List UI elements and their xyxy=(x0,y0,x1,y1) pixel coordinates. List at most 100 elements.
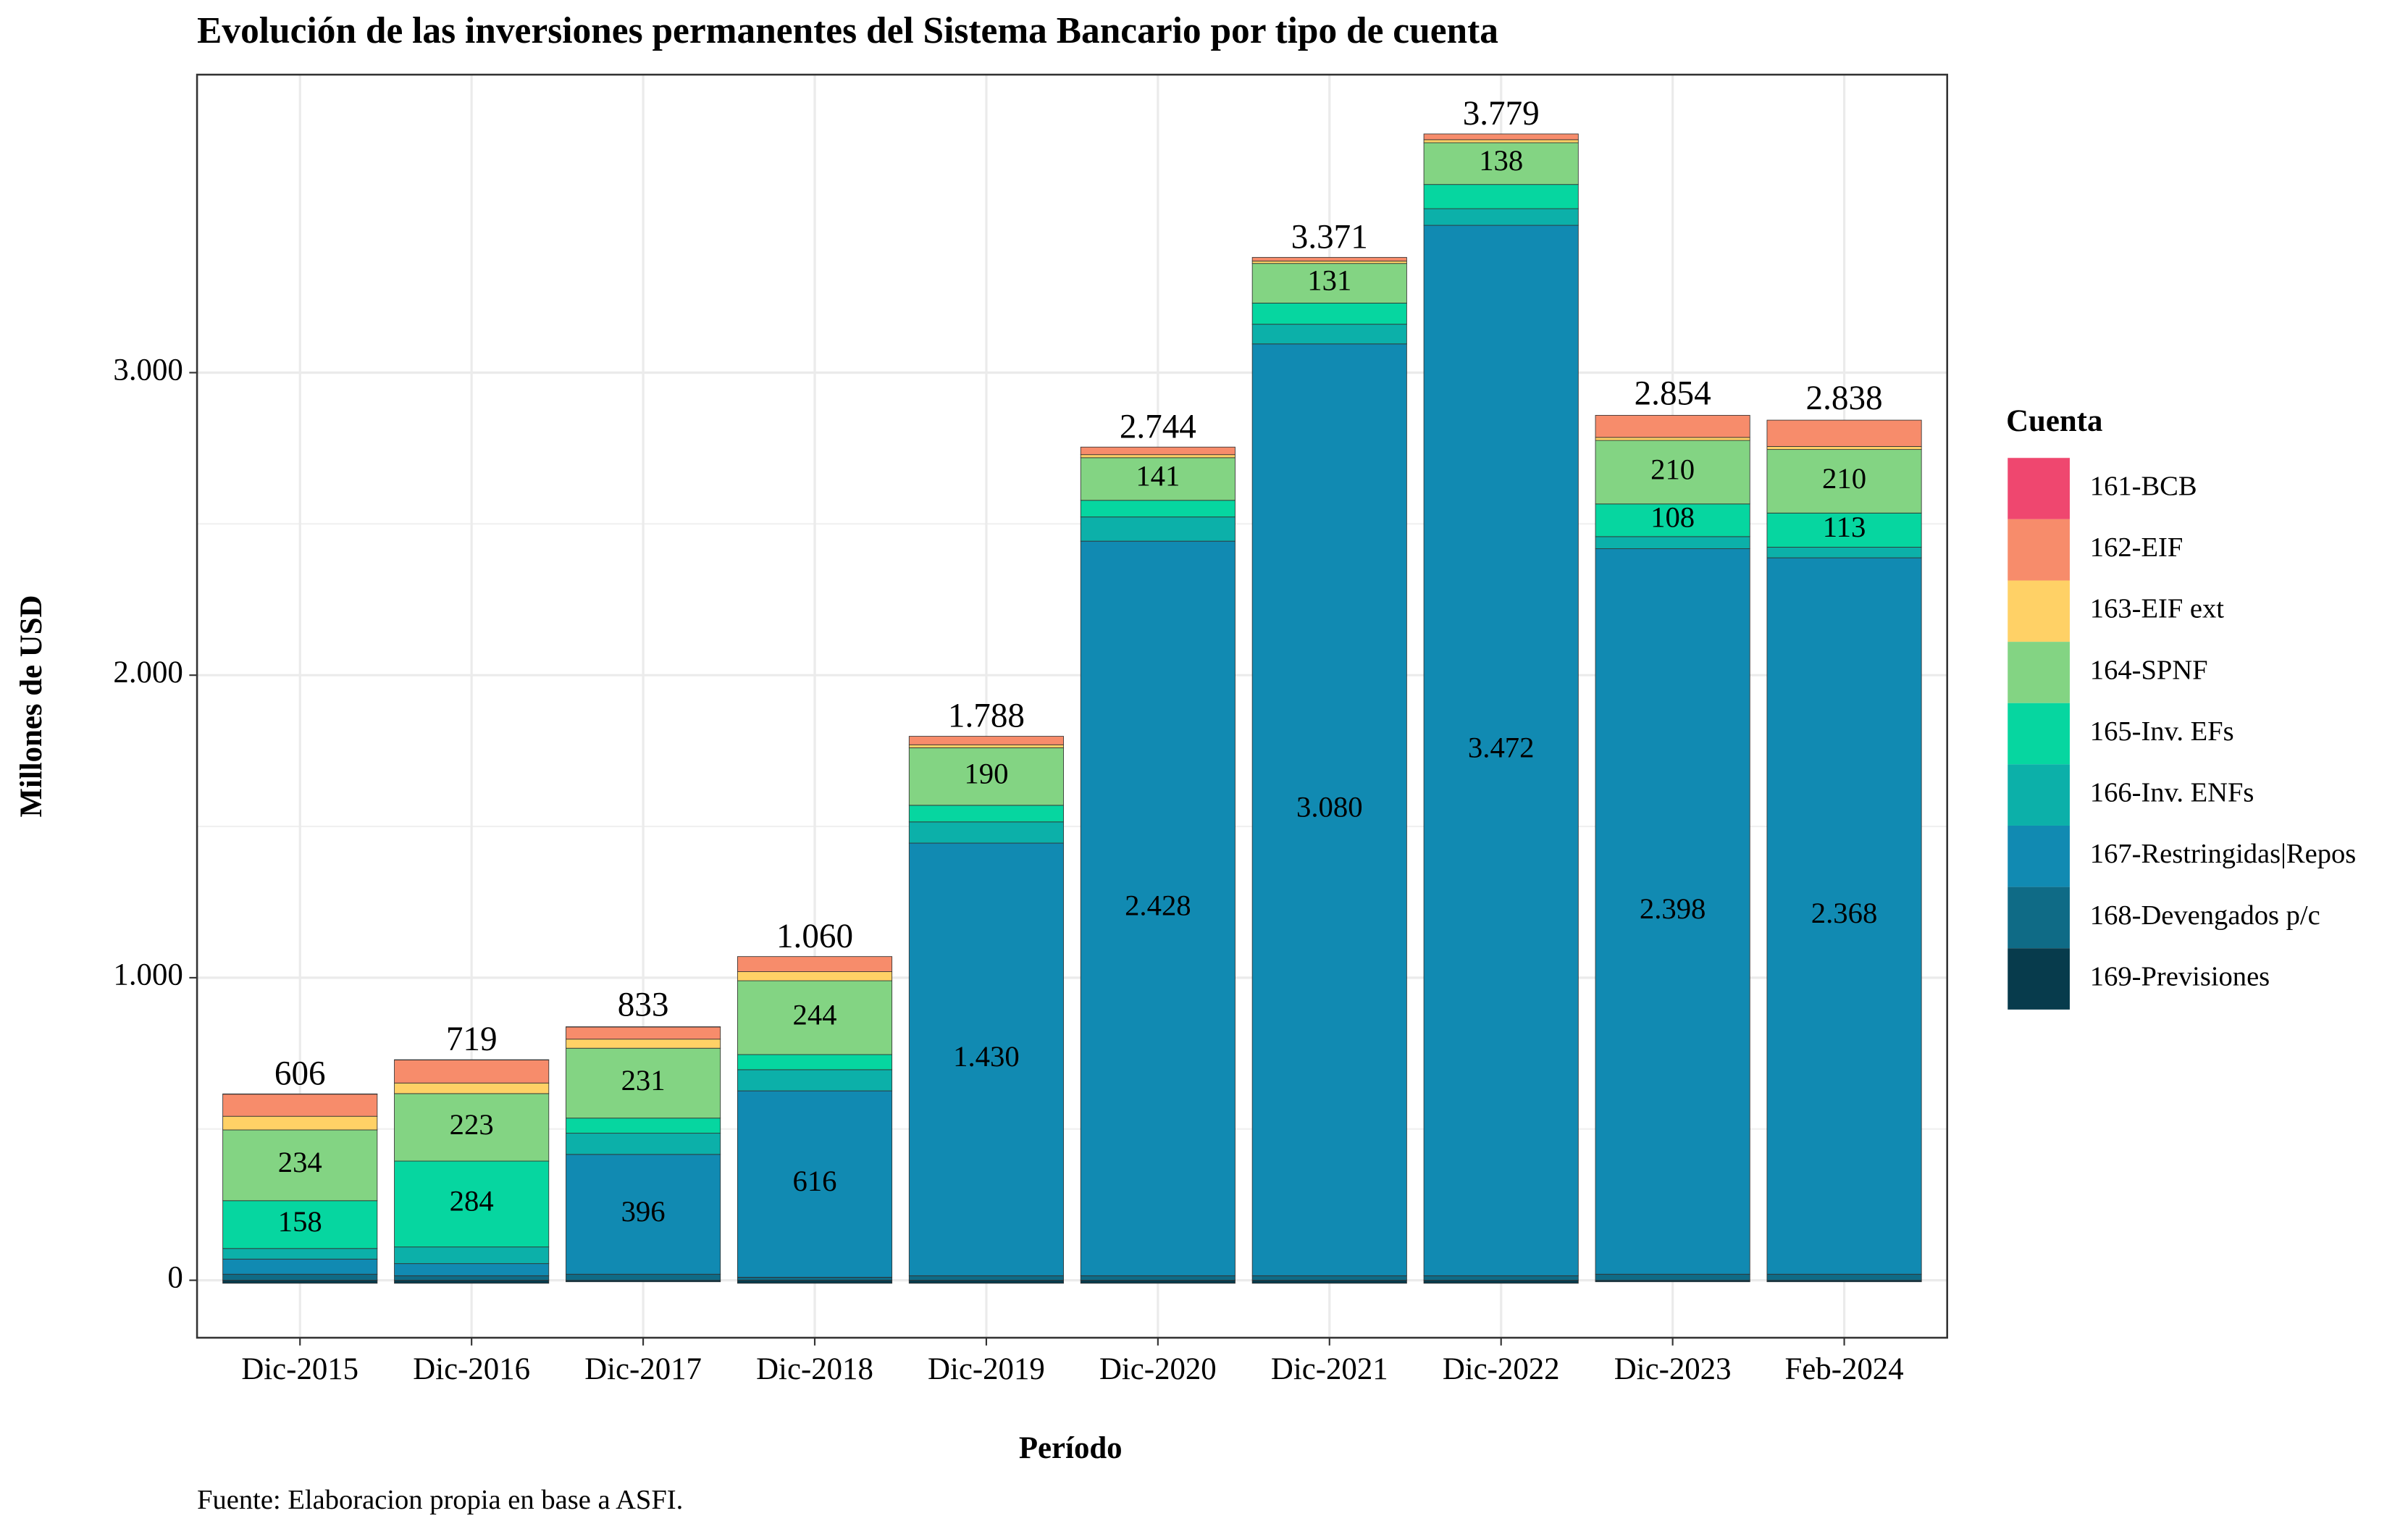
caption: Fuente: Elaboracion propia en base a ASF… xyxy=(197,1485,683,1515)
x-tick-label: Dic-2021 xyxy=(1271,1352,1388,1386)
bar-segment xyxy=(1080,1275,1236,1281)
bar-segment xyxy=(737,971,893,981)
value-label: 141 xyxy=(1136,460,1180,493)
bar-segment xyxy=(566,1026,721,1040)
legend-key xyxy=(2008,703,2070,765)
bar-segment xyxy=(1595,440,1750,505)
bar-segment xyxy=(737,1054,893,1070)
legend-label: 162-EIF xyxy=(2090,532,2183,563)
bar-segment xyxy=(222,1115,378,1131)
value-label: 113 xyxy=(1823,511,1866,543)
total-label: 3.779 xyxy=(1463,95,1540,133)
legend-key xyxy=(2008,887,2070,949)
bar-segment xyxy=(222,1280,378,1284)
bar-segment xyxy=(1251,260,1407,264)
total-label: 1.788 xyxy=(948,697,1025,735)
x-tick-label: Dic-2017 xyxy=(584,1352,702,1386)
legend-key xyxy=(2008,519,2070,581)
bar-segment xyxy=(394,1160,550,1248)
bar-segment xyxy=(1251,256,1407,261)
chart-title: Evolución de las inversiones permanentes… xyxy=(197,10,1498,51)
value-label: 3.080 xyxy=(1296,790,1363,823)
bar-segment xyxy=(394,1280,550,1284)
legend-label: 169-Previsiones xyxy=(2090,961,2270,992)
legend-label: 168-Devengados p/c xyxy=(2090,900,2320,931)
legend-label: 167-Restringidas|Repos xyxy=(2090,839,2356,869)
bar-segment xyxy=(1080,454,1236,458)
legend-title: Cuenta xyxy=(2006,404,2102,438)
x-tick-label: Dic-2022 xyxy=(1443,1352,1560,1386)
bar-segment xyxy=(394,1082,550,1094)
bar-segment xyxy=(1766,557,1922,1275)
legend-key xyxy=(2008,825,2070,887)
bar-segment xyxy=(1423,142,1579,185)
legend-label: 163-EIF ext xyxy=(2090,594,2224,624)
legend-label: 166-Inv. ENFs xyxy=(2090,778,2254,808)
value-label: 244 xyxy=(792,998,836,1031)
bar-segment xyxy=(908,1275,1064,1281)
y-tick-label: 1.000 xyxy=(113,958,183,992)
x-tick-label: Dic-2020 xyxy=(1099,1352,1217,1386)
bar-segment xyxy=(1080,500,1236,518)
bar-segment xyxy=(737,1090,893,1278)
value-label: 158 xyxy=(278,1205,322,1238)
total-label: 2.838 xyxy=(1806,380,1883,417)
value-label: 2.428 xyxy=(1125,889,1191,922)
x-tick-label: Dic-2015 xyxy=(241,1352,358,1386)
bar-segment xyxy=(908,747,1064,806)
value-label: 1.430 xyxy=(953,1040,1020,1073)
bar-segment xyxy=(222,1200,378,1249)
x-tick-label: Dic-2018 xyxy=(756,1352,873,1386)
bar-segment xyxy=(1080,446,1236,456)
total-label: 833 xyxy=(618,986,669,1024)
value-label: 234 xyxy=(278,1146,322,1178)
bar-segment xyxy=(222,1094,378,1117)
bar-segment xyxy=(1080,1280,1236,1284)
y-tick-label: 0 xyxy=(167,1260,183,1294)
total-label: 2.854 xyxy=(1635,374,1711,412)
total-label: 3.371 xyxy=(1291,218,1368,256)
x-tick-label: Dic-2023 xyxy=(1614,1352,1732,1386)
value-label: 2.398 xyxy=(1640,892,1706,925)
bar-segment xyxy=(1080,516,1236,542)
bar-segment xyxy=(394,1246,550,1265)
bar-segment xyxy=(1423,1275,1579,1281)
bar-segment xyxy=(908,1280,1064,1284)
bar-segment xyxy=(1251,324,1407,345)
bar-segment xyxy=(1251,1280,1407,1284)
bar-segment xyxy=(1080,540,1236,1276)
legend-label: 161-BCB xyxy=(2090,471,2197,501)
bar-segment xyxy=(1423,208,1579,226)
bar-segment xyxy=(737,1277,893,1281)
value-label: 210 xyxy=(1822,462,1866,495)
bar-segment xyxy=(737,1069,893,1091)
bar-segment xyxy=(394,1275,550,1281)
total-label: 1.060 xyxy=(776,918,853,955)
y-axis-title: Millones de USD xyxy=(14,595,49,818)
bar-segment xyxy=(566,1273,721,1281)
legend-key xyxy=(2008,948,2070,1010)
bar-segment xyxy=(1423,184,1579,209)
plot-border xyxy=(196,73,1948,1339)
bar-segment xyxy=(908,744,1064,748)
bar-segment xyxy=(1423,139,1579,143)
bar-segment xyxy=(222,1258,378,1275)
bar-segment xyxy=(566,1133,721,1155)
value-label: 190 xyxy=(964,757,1008,789)
bar-segment xyxy=(1080,457,1236,501)
bar-segment xyxy=(1595,414,1750,438)
bar-segment xyxy=(222,1248,378,1260)
bar-segment xyxy=(222,1273,378,1281)
x-tick-label: Feb-2024 xyxy=(1784,1352,1903,1386)
bar-segment xyxy=(1595,503,1750,537)
bar-segment xyxy=(737,956,893,972)
bar-segment xyxy=(1595,548,1750,1275)
bar-segment xyxy=(1766,445,1922,451)
bar-segment xyxy=(1251,302,1407,325)
bar-segment xyxy=(1251,263,1407,303)
value-label: 231 xyxy=(621,1064,666,1097)
legend-key xyxy=(2008,764,2070,826)
value-label: 108 xyxy=(1650,501,1695,534)
